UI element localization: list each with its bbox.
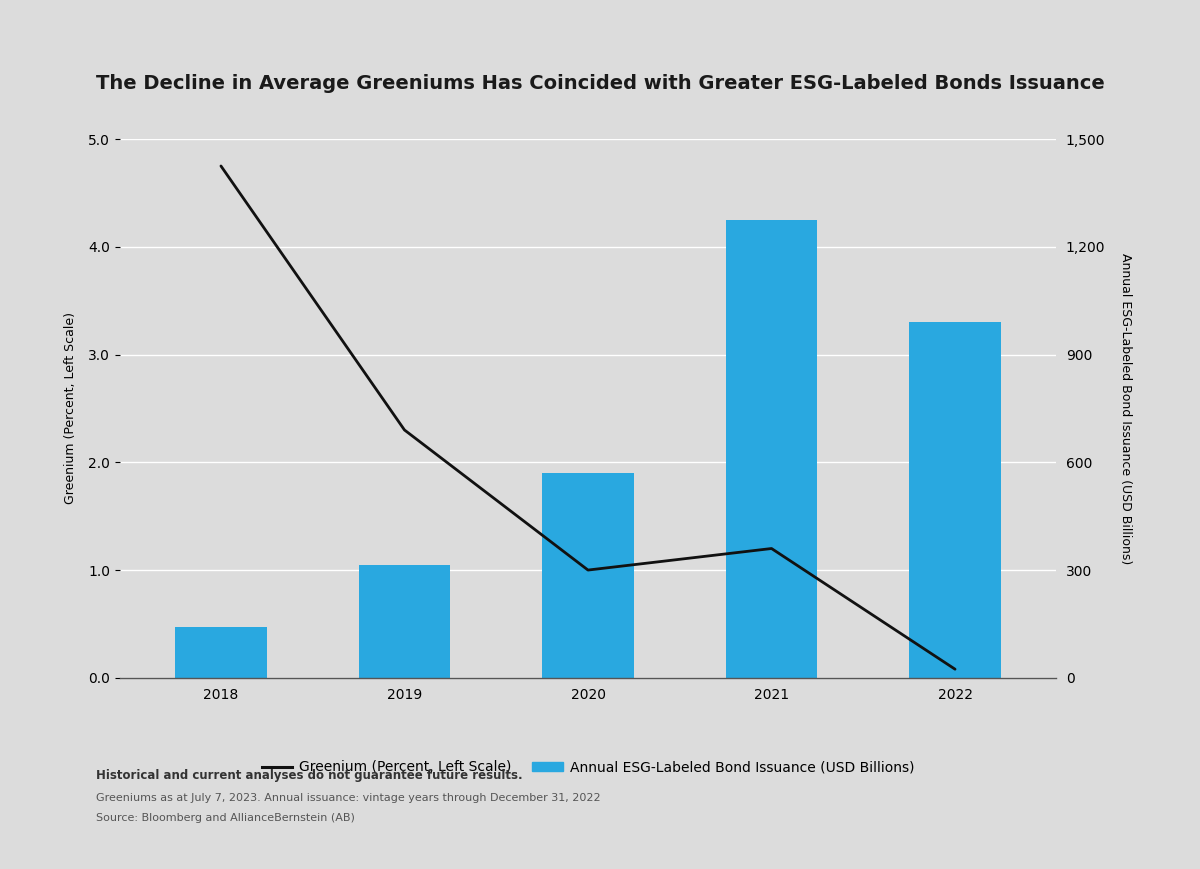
Bar	[542, 473, 634, 678]
Y-axis label: Greenium (Percent, Left Scale): Greenium (Percent, Left Scale)	[64, 313, 77, 504]
Text: Source: Bloomberg and AllianceBernstein (AB): Source: Bloomberg and AllianceBernstein …	[96, 813, 355, 823]
Y-axis label: Annual ESG-Labeled Bond Issuance (USD Billions): Annual ESG-Labeled Bond Issuance (USD Bi…	[1120, 253, 1132, 564]
Text: Historical and current analyses do not guarantee future results.: Historical and current analyses do not g…	[96, 769, 523, 782]
Bar	[726, 220, 817, 678]
Bar	[175, 627, 266, 678]
Bar	[910, 322, 1001, 678]
Bar	[359, 565, 450, 678]
Legend: Greenium (Percent, Left Scale), Annual ESG-Labeled Bond Issuance (USD Billions): Greenium (Percent, Left Scale), Annual E…	[256, 755, 920, 779]
Text: Greeniums as at July 7, 2023. Annual issuance: vintage years through December 31: Greeniums as at July 7, 2023. Annual iss…	[96, 793, 601, 803]
Text: The Decline in Average Greeniums Has Coincided with Greater ESG-Labeled Bonds Is: The Decline in Average Greeniums Has Coi…	[96, 74, 1105, 93]
